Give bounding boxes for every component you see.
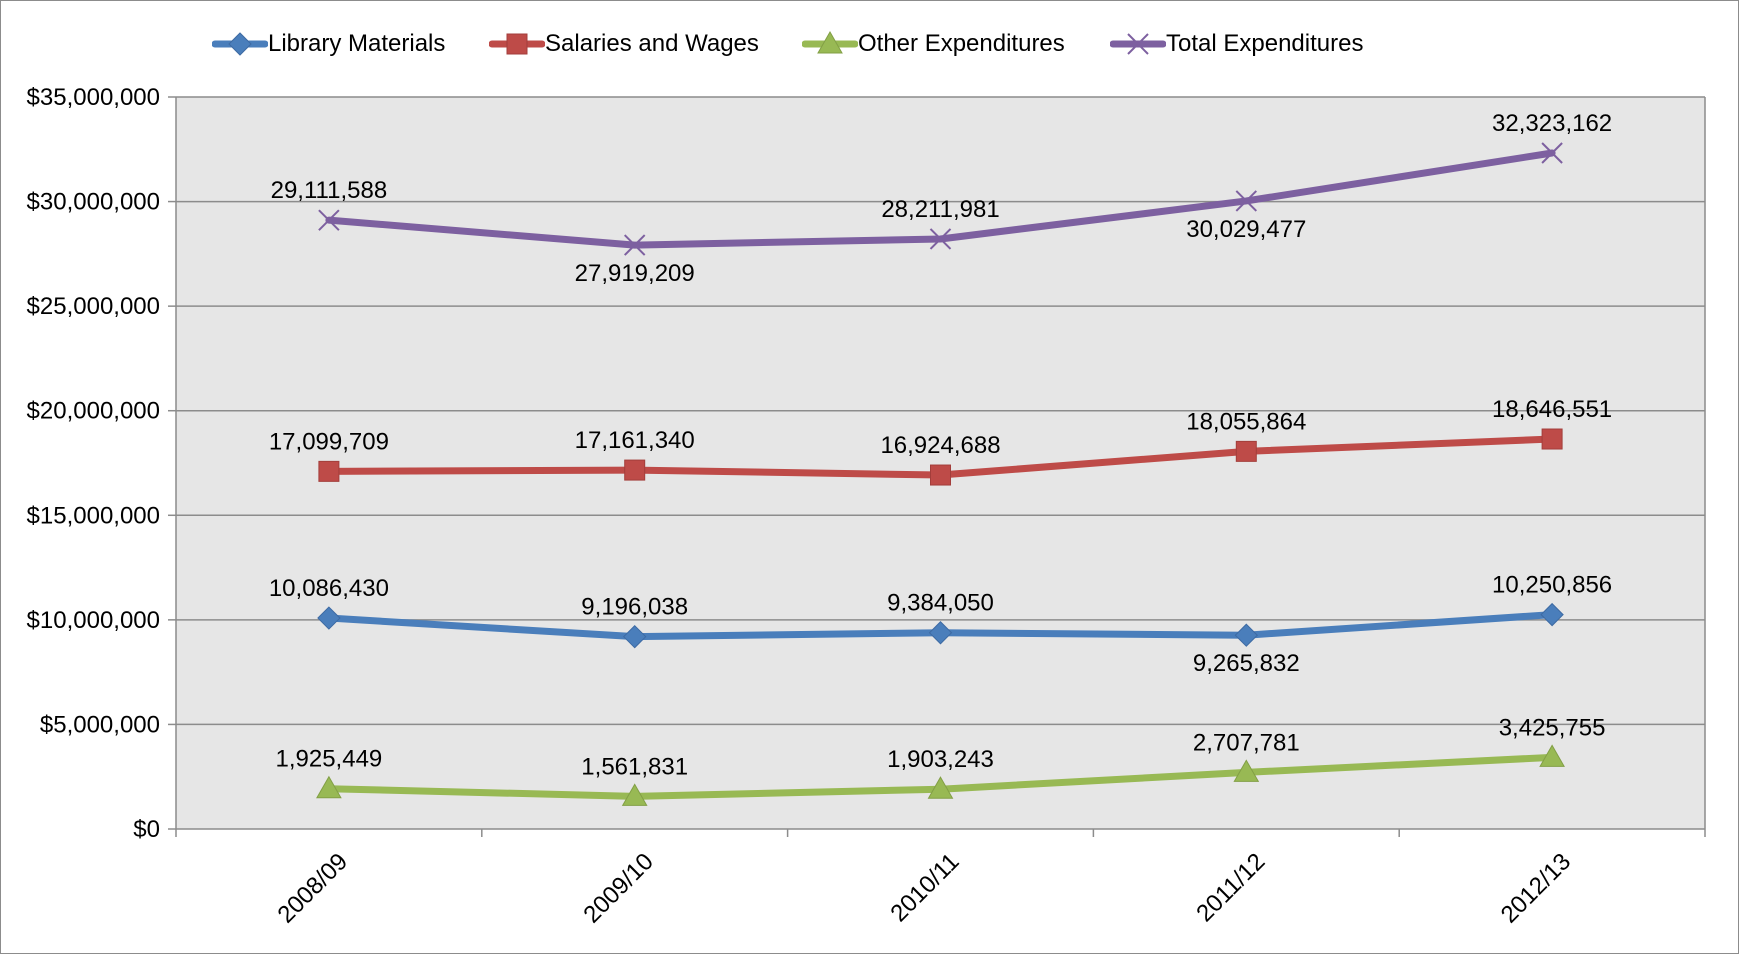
data-label: 1,903,243 <box>887 746 994 773</box>
legend-label: Salaries and Wages <box>545 30 759 57</box>
triangle-marker <box>1233 759 1260 782</box>
data-label: 9,265,832 <box>1193 650 1300 677</box>
x-marker <box>1235 190 1258 212</box>
x-tick-label: 2009/10 <box>578 848 658 928</box>
legend-swatch <box>1110 33 1166 55</box>
x-tick-label: 2011/12 <box>1191 848 1270 927</box>
data-label: 2,707,781 <box>1193 729 1300 756</box>
y-tick-label: $15,000,000 <box>27 502 160 529</box>
data-label: 17,161,340 <box>575 427 695 454</box>
axes <box>175 97 1706 837</box>
legend-label: Other Expenditures <box>858 30 1065 57</box>
data-label: 10,086,430 <box>269 575 389 602</box>
legend-item: Salaries and Wages <box>489 28 759 60</box>
legend-item: Library Materials <box>212 28 445 60</box>
legend-swatch <box>489 33 545 55</box>
legend: Library Materials Salaries and Wages Other… <box>0 28 1739 60</box>
square-marker <box>1541 428 1563 450</box>
x-axis-tick-labels: 2008/09 2009/10 2010/11 2011/12 2012/13 <box>273 848 1577 928</box>
diamond-marker <box>317 606 341 630</box>
x-tick-label: 2012/13 <box>1496 848 1576 928</box>
x-marker <box>1127 33 1149 55</box>
data-label: 32,323,162 <box>1492 110 1612 137</box>
legend-label: Total Expenditures <box>1166 30 1364 57</box>
triangle-marker <box>1539 744 1565 767</box>
y-tick-label: $35,000,000 <box>27 84 160 111</box>
square-marker <box>624 459 646 481</box>
legend-swatch <box>212 32 268 56</box>
x-tick-label: 2010/11 <box>885 848 964 927</box>
legend-item: Total Expenditures <box>1110 28 1363 60</box>
triangle-marker <box>621 783 648 806</box>
data-label: 30,029,477 <box>1186 216 1306 243</box>
y-tick-label: $10,000,000 <box>27 607 160 634</box>
triangle-marker <box>927 776 954 799</box>
x-marker <box>929 228 952 250</box>
diamond-marker <box>228 32 252 56</box>
series-markers <box>316 142 1565 806</box>
data-label: 10,250,856 <box>1492 572 1612 599</box>
data-label: 18,055,864 <box>1186 408 1306 435</box>
triangle-marker <box>817 30 843 54</box>
square-marker <box>318 460 340 482</box>
x-marker <box>623 234 646 256</box>
data-labels: 10,086,430 9,196,038 9,384,050 9,265,832 10,… <box>269 110 1612 780</box>
diamond-marker <box>622 624 647 649</box>
y-tick-label: $30,000,000 <box>27 189 160 216</box>
data-label: 29,111,588 <box>271 177 388 204</box>
x-marker <box>318 209 340 231</box>
legend-label: Library Materials <box>268 30 446 57</box>
data-label: 3,425,755 <box>1499 714 1606 741</box>
x-marker <box>1541 142 1563 164</box>
data-label: 17,099,709 <box>269 428 389 455</box>
data-label: 1,561,831 <box>581 753 688 780</box>
y-axis-tick-labels: $0 $5,000,000 $10,000,000 $15,000,000 $20,00… <box>27 84 160 843</box>
y-tick-label: $25,000,000 <box>27 293 160 320</box>
diamond-marker <box>1234 623 1259 647</box>
square-marker <box>1235 440 1257 462</box>
data-label: 27,919,209 <box>575 260 695 287</box>
data-label: 18,646,551 <box>1492 396 1612 423</box>
square-marker <box>506 33 528 55</box>
data-label: 9,196,038 <box>581 594 688 621</box>
y-tick-label: $5,000,000 <box>40 711 160 738</box>
y-tick-label: $0 <box>133 816 160 843</box>
x-tick-label: 2008/09 <box>273 848 353 928</box>
legend-swatch <box>802 30 858 54</box>
legend-item: Other Expenditures <box>802 28 1065 60</box>
data-label: 16,924,688 <box>880 432 1000 459</box>
data-label: 28,211,981 <box>881 196 999 223</box>
diamond-marker <box>928 621 953 645</box>
square-marker <box>930 464 951 486</box>
data-label: 1,925,449 <box>276 746 383 773</box>
plot-area <box>176 97 1705 829</box>
diamond-marker <box>1540 602 1564 627</box>
data-label: 9,384,050 <box>887 590 994 617</box>
y-tick-label: $20,000,000 <box>27 398 160 425</box>
triangle-marker <box>316 775 342 799</box>
